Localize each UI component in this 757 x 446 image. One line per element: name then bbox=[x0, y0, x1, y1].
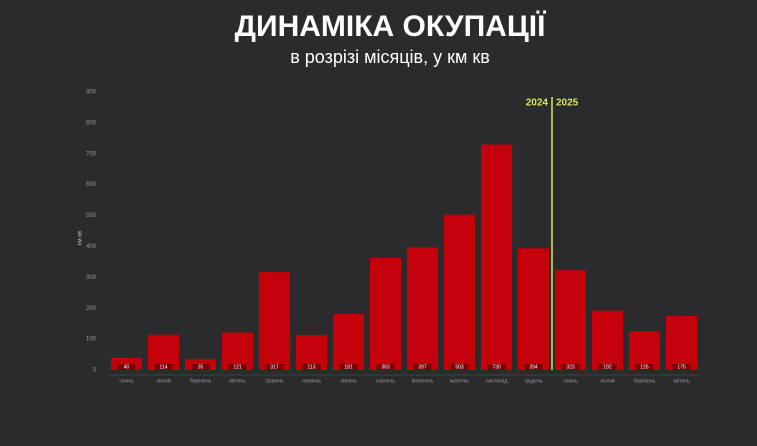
value-label-box bbox=[265, 364, 284, 370]
x-tick-label: березень bbox=[634, 378, 656, 384]
bar bbox=[517, 248, 550, 370]
x-tick-label: липень bbox=[340, 378, 357, 384]
value-label-box bbox=[339, 364, 358, 370]
year-label: 2025 bbox=[556, 98, 579, 109]
bar bbox=[443, 214, 476, 370]
value-label: 35 bbox=[198, 364, 204, 370]
x-tick-label: травень bbox=[265, 378, 284, 384]
value-label: 121 bbox=[233, 364, 242, 370]
x-tick-label: січень bbox=[563, 378, 578, 384]
bar bbox=[665, 315, 698, 370]
value-label-box bbox=[413, 364, 432, 370]
y-tick-label: 200 bbox=[86, 306, 97, 312]
bar bbox=[258, 272, 291, 370]
y-tick-label: 900 bbox=[86, 90, 97, 96]
bar bbox=[332, 314, 365, 370]
x-tick-label: жовтень bbox=[450, 378, 469, 384]
y-tick-label: 600 bbox=[86, 182, 97, 188]
value-label: 317 bbox=[270, 364, 279, 370]
x-tick-label: червень bbox=[302, 378, 321, 384]
chart-subtitle: в розрізі місяців, у км кв bbox=[290, 47, 490, 67]
x-tick-label: лютий bbox=[156, 377, 171, 384]
value-label: 323 bbox=[566, 364, 575, 370]
value-label-box bbox=[376, 364, 395, 370]
x-tick-label: березень bbox=[190, 378, 212, 384]
x-tick-label: серпень bbox=[376, 378, 395, 384]
y-tick-label: 300 bbox=[86, 275, 97, 281]
y-tick-label: 800 bbox=[86, 120, 97, 126]
value-label-box bbox=[228, 364, 247, 370]
y-tick-label: 0 bbox=[93, 368, 97, 374]
y-tick-label: 500 bbox=[86, 213, 97, 219]
value-label: 503 bbox=[455, 364, 464, 370]
value-label: 397 bbox=[418, 364, 427, 370]
bar bbox=[591, 310, 624, 370]
value-label-box bbox=[154, 364, 173, 370]
value-label-box bbox=[117, 364, 136, 370]
value-label: 40 bbox=[124, 364, 130, 370]
value-label-box bbox=[598, 364, 617, 370]
value-label-box bbox=[302, 364, 321, 370]
x-tick-label: листопад bbox=[486, 378, 508, 384]
value-label-box bbox=[635, 364, 654, 370]
x-tick-label: січень bbox=[119, 378, 134, 384]
value-label: 175 bbox=[677, 364, 686, 370]
x-tick-label: грудень bbox=[525, 378, 543, 384]
bar bbox=[221, 332, 254, 370]
y-axis-label: км кв bbox=[78, 231, 84, 245]
x-tick-label: квітень bbox=[673, 378, 690, 384]
value-label: 363 bbox=[381, 364, 390, 370]
value-label: 114 bbox=[160, 364, 168, 370]
bar bbox=[480, 144, 513, 370]
value-label: 113 bbox=[308, 364, 316, 370]
y-tick-label: 400 bbox=[86, 244, 97, 250]
value-label-box bbox=[672, 364, 691, 370]
value-label-box bbox=[450, 364, 469, 370]
x-tick-label: квітень bbox=[229, 378, 246, 384]
bar bbox=[406, 247, 439, 370]
value-label: 394 bbox=[529, 364, 538, 370]
value-label: 126 bbox=[640, 364, 649, 370]
value-label-box bbox=[561, 364, 580, 370]
value-label-box bbox=[524, 364, 543, 370]
year-label: 2024 bbox=[526, 98, 549, 109]
chart-title: ДИНАМІКА ОКУПАЦІЇ bbox=[235, 10, 546, 43]
bar bbox=[628, 331, 661, 370]
value-label: 730 bbox=[492, 364, 501, 370]
x-tick-label: лютий bbox=[600, 377, 615, 384]
bar bbox=[554, 270, 587, 370]
value-label: 192 bbox=[603, 364, 612, 370]
value-label-box bbox=[191, 364, 210, 370]
value-label-box bbox=[487, 364, 506, 370]
y-tick-label: 700 bbox=[86, 151, 97, 157]
bar bbox=[369, 257, 402, 370]
x-tick-label: вересень bbox=[412, 378, 434, 384]
y-tick-label: 100 bbox=[86, 337, 97, 343]
value-label: 181 bbox=[344, 364, 353, 370]
